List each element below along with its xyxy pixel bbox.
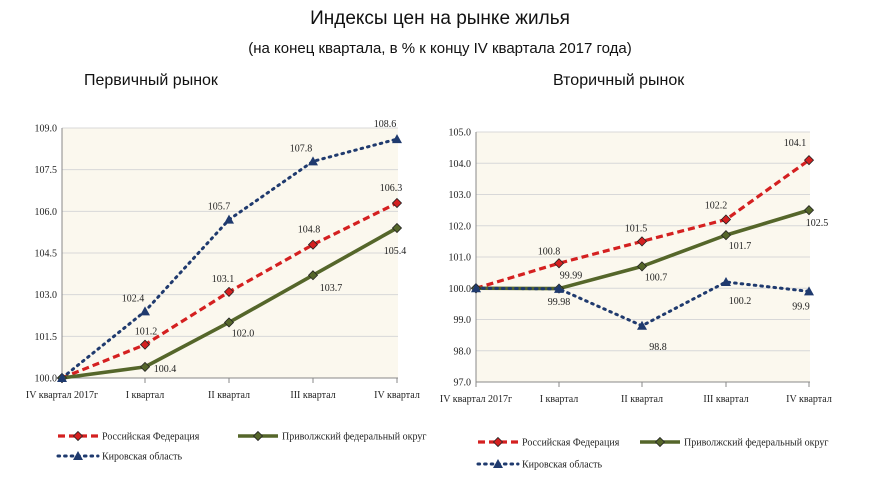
data-label-kirov-1-1: 99.98: [548, 297, 571, 308]
y-tick-1-7: 104.0: [449, 159, 472, 170]
point-rf-1-1: [553, 258, 565, 269]
legend-marker-rf-0: [72, 430, 84, 442]
legend-label-pfo-0: Приволжский федеральный округ: [282, 432, 426, 443]
data-label-pfo-0-2: 102.0: [232, 328, 255, 339]
data-label-rf-0-4: 106.3: [380, 183, 403, 194]
x-tick-1-3: III квартал: [703, 394, 748, 405]
x-tick-0-1: I квартал: [126, 390, 165, 401]
point-rf-0-3: [307, 239, 319, 250]
main-subtitle: (на конец квартала, в % к концу IV кварт…: [248, 40, 632, 57]
data-label-rf-1-1: 100.8: [538, 246, 561, 257]
data-label-pfo-1-3: 101.7: [729, 241, 752, 252]
point-kirov-0-3: [308, 156, 318, 166]
y-tick-1-5: 102.0: [449, 221, 472, 232]
y-tick-0-6: 109.0: [35, 124, 58, 135]
x-tick-1-0: IV квартал 2017г: [440, 394, 512, 405]
legend-marker-pfo-0: [252, 430, 264, 442]
data-label-pfo-0-1: 100.4: [154, 364, 177, 375]
point-pfo-1-4: [803, 205, 815, 216]
series-line-rf-1: [475, 158, 810, 290]
data-label-rf-0-3: 104.8: [298, 225, 321, 236]
point-pfo-0-3: [307, 270, 319, 281]
point-rf-0-2: [223, 286, 235, 297]
data-label-pfo-0-4: 105.4: [384, 246, 407, 257]
legend-label-rf-0: Российская Федерация: [102, 432, 200, 443]
main-title: Индексы цен на рынке жилья: [310, 8, 570, 29]
data-label-pfo-1-2: 100.7: [645, 272, 668, 283]
point-kirov-0-0: [57, 373, 67, 382]
data-label-rf-1-4: 104.1: [784, 138, 807, 149]
legend-marker-pfo-1: [654, 436, 666, 448]
data-label-rf-0-1: 101.2: [135, 327, 158, 338]
x-tick-0-3: III квартал: [290, 390, 335, 401]
point-pfo-1-2: [636, 261, 648, 272]
data-label-kirov-0-2: 105.7: [208, 202, 231, 213]
legend-marker-rf-1: [492, 436, 504, 448]
y-tick-0-5: 107.5: [35, 165, 58, 176]
legend-label-rf-1: Российская Федерация: [522, 438, 620, 449]
chart-title-secondary: Вторичный рынок: [553, 72, 685, 89]
data-label-kirov-1-3: 100.2: [729, 296, 752, 307]
point-rf-1-3: [720, 214, 732, 225]
point-rf-0-1: [139, 339, 151, 350]
x-tick-0-4: IV квартал: [374, 390, 420, 401]
data-label-pfo-0-3: 103.7: [320, 283, 343, 294]
point-kirov-0-4: [392, 134, 402, 144]
y-tick-1-8: 105.0: [449, 128, 472, 139]
point-pfo-0-2: [223, 317, 235, 328]
x-tick-1-4: IV квартал: [786, 394, 832, 405]
x-tick-1-2: II квартал: [621, 394, 663, 405]
point-kirov-1-0: [471, 283, 481, 293]
x-tick-1-1: I квартал: [540, 394, 579, 405]
point-kirov-0-2: [224, 214, 234, 224]
legend-marker-kirov-0: [73, 451, 83, 460]
y-tick-1-6: 103.0: [449, 190, 472, 201]
x-tick-0-0: IV квартал 2017г: [26, 390, 98, 401]
data-label-rf-1-2: 101.5: [625, 223, 648, 234]
data-label-kirov-1-4: 99.9: [792, 301, 810, 312]
legend-label-pfo-1: Приволжский федеральный округ: [684, 438, 828, 449]
y-tick-1-4: 101.0: [449, 253, 472, 264]
y-tick-0-2: 103.0: [35, 290, 58, 301]
point-kirov-0-1: [140, 306, 150, 316]
point-rf-1-4: [803, 155, 815, 166]
y-tick-0-1: 101.5: [35, 332, 58, 343]
point-pfo-0-4: [391, 222, 403, 234]
data-label-kirov-0-1: 102.4: [122, 293, 145, 304]
y-tick-1-2: 99.0: [454, 315, 472, 326]
legend-label-kirov-0: Кировская область: [102, 452, 182, 463]
data-label-rf-0-2: 103.1: [212, 274, 235, 285]
y-tick-1-0: 97.0: [454, 378, 472, 389]
legend-marker-kirov-1: [493, 459, 503, 468]
chart-title-primary: Первичный рынок: [84, 72, 218, 89]
legend-label-kirov-1: Кировская область: [522, 460, 602, 471]
y-tick-0-3: 104.5: [35, 249, 58, 260]
x-tick-0-2: II квартал: [208, 390, 250, 401]
point-rf-1-2: [636, 236, 648, 247]
data-label-kirov-0-3: 107.8: [290, 143, 313, 154]
data-label-pfo-1-4: 102.5: [806, 218, 829, 229]
point-pfo-0-1: [139, 361, 151, 372]
point-kirov-1-3: [721, 277, 731, 286]
y-tick-0-0: 100.0: [35, 374, 58, 385]
y-tick-0-4: 106.0: [35, 207, 58, 218]
y-tick-1-1: 98.0: [454, 346, 472, 357]
data-label-rf-1-3: 102.2: [705, 201, 728, 212]
point-kirov-1-2: [637, 320, 647, 330]
point-kirov-1-1: [554, 283, 564, 293]
data-label-pfo-1-1: 99.99: [560, 271, 583, 282]
data-label-kirov-1-2: 98.8: [649, 342, 667, 353]
data-label-kirov-0-4: 108.6: [374, 119, 397, 130]
y-tick-1-3: 100.0: [449, 284, 472, 295]
point-rf-0-4: [391, 197, 403, 209]
point-pfo-1-3: [720, 230, 732, 241]
point-kirov-1-4: [804, 286, 814, 296]
